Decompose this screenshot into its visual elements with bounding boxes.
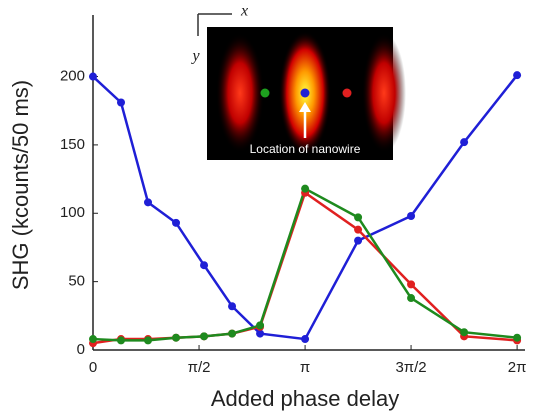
x-tick-label: 0 bbox=[89, 359, 97, 376]
point bbox=[89, 73, 97, 81]
dot bbox=[261, 89, 270, 98]
inset-y: y bbox=[190, 48, 200, 65]
dot bbox=[301, 89, 310, 98]
lobe bbox=[362, 33, 406, 153]
inset-caption: Location of nanowire bbox=[250, 142, 361, 156]
point bbox=[172, 334, 180, 342]
y-tick-label: 50 bbox=[68, 273, 85, 290]
point bbox=[407, 280, 415, 288]
point bbox=[407, 212, 415, 220]
y-tick-label: 200 bbox=[60, 67, 85, 84]
x-tick-label: π bbox=[300, 359, 310, 376]
point bbox=[301, 335, 309, 343]
x-tick-label: 3π/2 bbox=[395, 359, 426, 376]
point bbox=[460, 138, 468, 146]
y-axis-label: SHG (kcounts/50 ms) bbox=[8, 80, 33, 290]
series-line bbox=[93, 193, 517, 343]
point bbox=[513, 334, 521, 342]
point bbox=[513, 71, 521, 79]
point bbox=[200, 261, 208, 269]
point bbox=[144, 198, 152, 206]
chart: SHG (kcounts/50 ms) Added phase delay 0 5… bbox=[0, 0, 535, 417]
dot bbox=[343, 89, 352, 98]
inset: Location of nanowire x y bbox=[190, 3, 406, 160]
x-tick-label: π/2 bbox=[188, 359, 211, 376]
point bbox=[228, 302, 236, 310]
point bbox=[301, 185, 309, 193]
point bbox=[354, 213, 362, 221]
point bbox=[228, 330, 236, 338]
point bbox=[117, 336, 125, 344]
point bbox=[200, 332, 208, 340]
x-tick-label: 2π bbox=[508, 359, 527, 376]
y-tick-label: 100 bbox=[60, 204, 85, 221]
point bbox=[144, 336, 152, 344]
point bbox=[172, 219, 180, 227]
inset-x: x bbox=[240, 3, 248, 20]
x-axis-label: Added phase delay bbox=[211, 386, 399, 411]
point bbox=[460, 328, 468, 336]
series-line bbox=[93, 189, 517, 341]
point bbox=[117, 99, 125, 107]
y-tick-label: 0 bbox=[77, 341, 85, 358]
y-tick-label: 150 bbox=[60, 136, 85, 153]
point bbox=[256, 321, 264, 329]
point bbox=[407, 294, 415, 302]
point bbox=[354, 226, 362, 234]
point bbox=[256, 330, 264, 338]
point bbox=[89, 335, 97, 343]
point bbox=[354, 237, 362, 245]
lobe bbox=[216, 33, 264, 153]
